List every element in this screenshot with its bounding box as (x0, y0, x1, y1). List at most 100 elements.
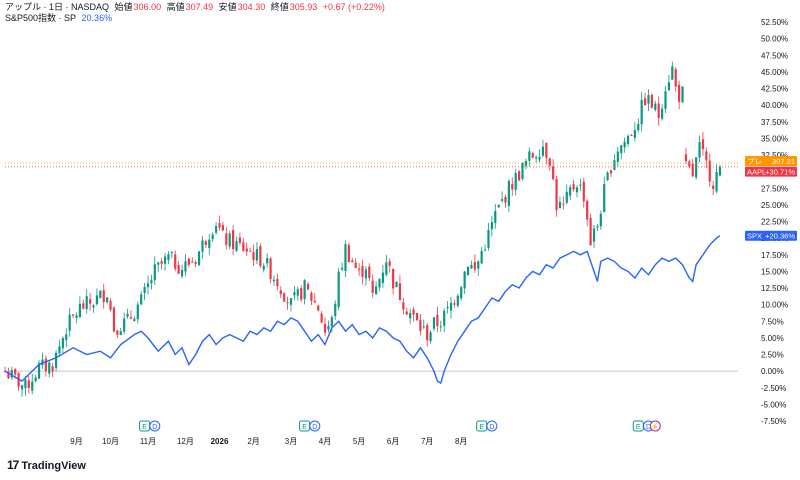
candle-body (545, 142, 548, 158)
candle-body (357, 268, 361, 270)
close-label: 終値 (270, 2, 289, 12)
candle-body (112, 307, 116, 332)
candle (470, 260, 473, 269)
y-tick-label: 35.00% (761, 134, 788, 143)
dividend-icon[interactable]: D (486, 420, 498, 432)
candle (116, 329, 119, 339)
candle-body (197, 251, 201, 266)
candle (599, 210, 602, 231)
candle (548, 157, 551, 171)
candle (409, 308, 412, 324)
candle (521, 162, 524, 181)
candle (395, 281, 398, 288)
candle-body (310, 292, 313, 301)
candle (504, 194, 507, 208)
candle (364, 266, 367, 286)
candle (27, 375, 30, 394)
candle (633, 122, 636, 142)
candle (214, 222, 218, 235)
candle (691, 158, 694, 178)
candle (31, 373, 34, 395)
candle-body (647, 95, 650, 104)
candle-body (392, 268, 395, 289)
earnings-icon[interactable]: E (476, 420, 488, 432)
candle-body (432, 317, 436, 329)
candle (603, 176, 606, 213)
candle (596, 224, 599, 231)
candle (674, 67, 677, 93)
earnings-icon[interactable]: E (299, 420, 311, 432)
candle (228, 230, 231, 250)
compare-legend[interactable]: S&P500指数 · SP 20.36% (5, 13, 115, 24)
candle-body (340, 267, 344, 270)
candle-body (75, 315, 78, 318)
x-tick-label: 7月 (421, 437, 433, 446)
candle-body (259, 245, 262, 267)
candle (262, 263, 265, 273)
candle (552, 158, 555, 181)
candle-body (497, 204, 500, 208)
symbol-ohlc-legend[interactable]: アップル · 1日 · NASDAQ 始値306.00 高値307.49 安値3… (5, 2, 388, 13)
candle (466, 265, 470, 276)
candle (41, 352, 44, 369)
candle (664, 86, 667, 113)
candle (463, 270, 466, 294)
x-tick-label: 8月 (455, 437, 467, 446)
candle (511, 177, 514, 197)
tradingview-logo[interactable]: 17 TradingView (7, 458, 86, 472)
candle (95, 288, 99, 306)
candle-body (95, 295, 99, 305)
candle (398, 275, 402, 301)
candle (562, 196, 565, 210)
candle (334, 300, 337, 320)
dividend-icon[interactable]: D (309, 420, 321, 432)
candle-body (623, 141, 626, 148)
candle-body (157, 262, 160, 265)
candle (361, 259, 364, 285)
candle-body (684, 154, 688, 162)
candle (255, 242, 259, 265)
candle-body (354, 262, 357, 269)
candle-body (191, 261, 194, 263)
candle-body (34, 377, 37, 382)
candle-body (426, 325, 429, 341)
candle-body (37, 363, 41, 379)
candle-body (483, 249, 487, 251)
earnings-icon[interactable]: E (632, 420, 644, 432)
candle-body (102, 290, 105, 303)
price-tag: SPX +20.36% (745, 230, 797, 241)
dividend-icon[interactable]: D (149, 420, 161, 432)
candle-body (548, 158, 551, 166)
candle (368, 263, 371, 282)
candle-body (163, 256, 167, 264)
candle (357, 263, 361, 276)
candle (528, 147, 531, 167)
candle (388, 258, 391, 273)
split-icon[interactable]: ⚡ (649, 420, 661, 432)
x-tick-label: 3月 (285, 437, 297, 446)
candle-body (129, 317, 133, 319)
candle (654, 100, 657, 112)
candle (61, 336, 64, 355)
candle (681, 86, 684, 104)
candle-body (208, 239, 211, 248)
candle (89, 292, 92, 311)
y-tick-label: 17.50% (761, 251, 788, 260)
candle-body (626, 135, 630, 144)
candle (555, 175, 558, 217)
candle-body (405, 311, 408, 315)
candle (221, 221, 224, 232)
svg-text:E: E (302, 424, 307, 431)
candle (327, 320, 330, 333)
candle-body (524, 161, 528, 166)
earnings-icon[interactable]: E (139, 420, 151, 432)
candle-body (232, 230, 235, 250)
candle (37, 360, 41, 380)
candle (99, 290, 102, 299)
x-tick-label: 12月 (177, 437, 194, 446)
candle-body (65, 334, 68, 340)
price-tag-bg (745, 230, 797, 241)
candle (541, 139, 545, 158)
